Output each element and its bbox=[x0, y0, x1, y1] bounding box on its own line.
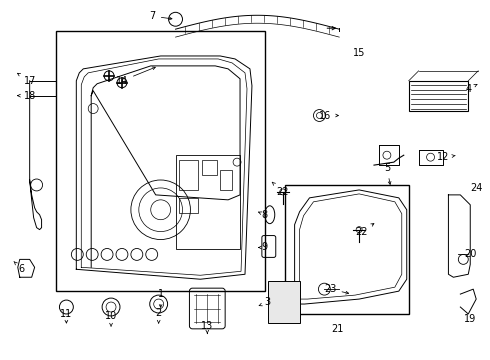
Text: 5: 5 bbox=[384, 163, 391, 184]
Text: 3: 3 bbox=[259, 297, 271, 307]
Bar bbox=[178, 160, 198, 190]
Bar bbox=[268, 281, 299, 323]
Text: 13: 13 bbox=[201, 321, 214, 334]
Text: 20: 20 bbox=[464, 249, 476, 260]
Bar bbox=[178, 198, 198, 213]
Text: 4: 4 bbox=[465, 84, 477, 94]
Text: 9: 9 bbox=[259, 243, 268, 252]
Text: 22: 22 bbox=[355, 224, 374, 237]
Text: 18: 18 bbox=[18, 91, 36, 101]
Text: 24: 24 bbox=[470, 183, 482, 193]
Bar bbox=[409, 81, 468, 111]
Bar bbox=[175, 155, 240, 249]
Text: 23: 23 bbox=[324, 284, 348, 294]
Text: 7: 7 bbox=[149, 11, 172, 21]
Text: 6: 6 bbox=[14, 261, 25, 274]
Text: 8: 8 bbox=[259, 210, 268, 220]
Text: 14: 14 bbox=[116, 67, 155, 86]
Text: 22: 22 bbox=[272, 182, 289, 197]
Text: 19: 19 bbox=[464, 314, 476, 324]
Text: 1: 1 bbox=[158, 289, 164, 307]
Text: 15: 15 bbox=[353, 48, 366, 58]
Text: 2: 2 bbox=[155, 308, 162, 324]
Bar bbox=[285, 185, 409, 314]
Bar bbox=[220, 170, 232, 190]
Text: 21: 21 bbox=[331, 324, 343, 334]
Text: 16: 16 bbox=[319, 111, 339, 121]
Bar bbox=[56, 31, 265, 291]
Bar bbox=[202, 160, 217, 175]
Text: 10: 10 bbox=[105, 311, 117, 327]
Text: 17: 17 bbox=[18, 73, 36, 86]
Text: 11: 11 bbox=[60, 309, 73, 323]
Text: 12: 12 bbox=[437, 152, 455, 162]
